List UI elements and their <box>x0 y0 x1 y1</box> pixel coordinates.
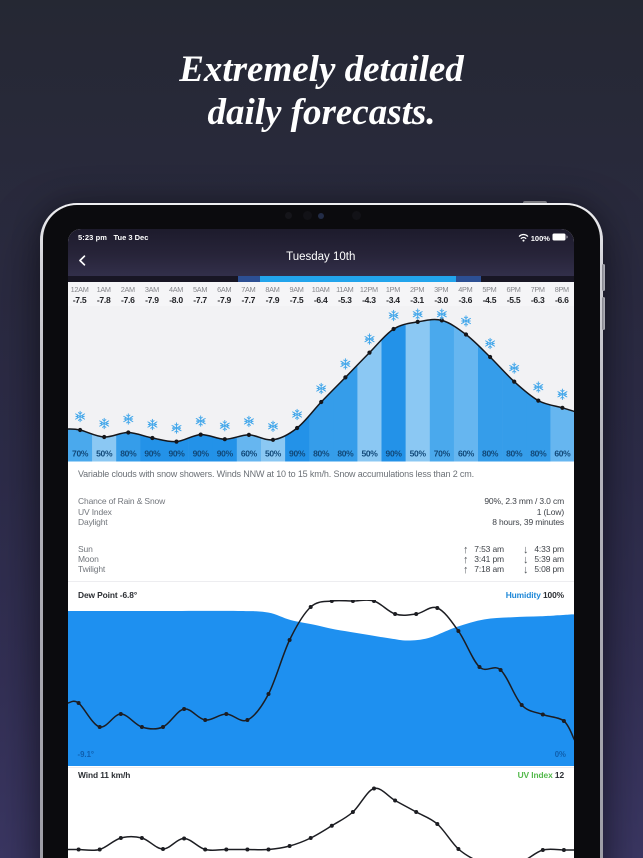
svg-text:80%: 80% <box>120 449 137 459</box>
svg-text:80%: 80% <box>482 449 499 459</box>
svg-text:50%: 50% <box>409 449 426 459</box>
svg-text:70%: 70% <box>433 449 450 459</box>
svg-text:80%: 80% <box>506 449 523 459</box>
svg-text:90%: 90% <box>289 449 306 459</box>
svg-text:90%: 90% <box>216 449 233 459</box>
svg-text:50%: 50% <box>361 449 378 459</box>
svg-text:50%: 50% <box>264 449 281 459</box>
svg-text:90%: 90% <box>385 449 402 459</box>
svg-text:50%: 50% <box>96 449 113 459</box>
svg-text:60%: 60% <box>240 449 257 459</box>
svg-text:90%: 90% <box>168 449 185 459</box>
svg-text:80%: 80% <box>337 449 354 459</box>
svg-text:90%: 90% <box>192 449 209 459</box>
svg-text:80%: 80% <box>313 449 330 459</box>
svg-text:80%: 80% <box>530 449 547 459</box>
svg-text:90%: 90% <box>144 449 161 459</box>
svg-text:70%: 70% <box>72 449 89 459</box>
svg-text:60%: 60% <box>554 449 571 459</box>
svg-text:60%: 60% <box>457 449 474 459</box>
